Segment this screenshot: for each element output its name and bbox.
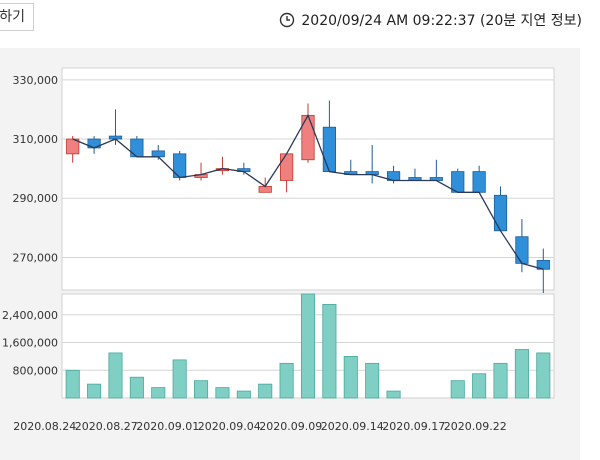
timestamp: 2020/09/24 AM 09:22:37 (20분 지연 정보) bbox=[279, 10, 582, 30]
date-tick-label: 2020.09.14 bbox=[321, 420, 384, 433]
candle-body bbox=[130, 138, 144, 158]
volume-bar bbox=[365, 362, 380, 399]
candle-body bbox=[322, 126, 336, 172]
date-tick-label: 2020.08.27 bbox=[75, 420, 138, 433]
volume-bar bbox=[172, 359, 187, 399]
candle-body bbox=[472, 171, 486, 193]
volume-bar bbox=[386, 390, 401, 399]
price-tick-label: 290,000 bbox=[13, 192, 59, 205]
stock-chart: 330,000 310,000 290,000 270,000 2,400,000 1,6… bbox=[2, 67, 555, 433]
volume-tick-label: 2,400,000 bbox=[2, 309, 58, 322]
date-tick-label: 2020.08.24 bbox=[13, 420, 76, 433]
volume-bar bbox=[322, 303, 337, 399]
price-tick-label: 310,000 bbox=[13, 133, 59, 146]
volume-bar bbox=[472, 373, 487, 399]
volume-bar bbox=[215, 387, 230, 399]
volume-tick-label: 1,600,000 bbox=[2, 337, 58, 350]
top-left-button[interactable]: 하기 bbox=[0, 3, 34, 31]
volume-bar bbox=[87, 383, 102, 399]
candle-body bbox=[280, 153, 294, 181]
date-tick-label: 2020.09.17 bbox=[382, 420, 445, 433]
volume-bar bbox=[129, 376, 144, 399]
date-tick-label: 2020.09.01 bbox=[136, 420, 199, 433]
volume-bar bbox=[151, 387, 166, 399]
price-tick-label: 270,000 bbox=[13, 251, 59, 264]
volume-bar bbox=[343, 355, 358, 399]
volume-bar bbox=[300, 293, 316, 399]
candle-body bbox=[515, 236, 529, 264]
candle-body bbox=[258, 185, 272, 193]
date-tick-label: 2020.09.09 bbox=[259, 420, 322, 433]
volume-bar bbox=[279, 362, 294, 399]
timestamp-text: 2020/09/24 AM 09:22:37 (20분 지연 정보) bbox=[301, 13, 582, 29]
volume-tick-label: 800,000 bbox=[13, 364, 59, 377]
price-tick-label: 330,000 bbox=[13, 74, 59, 87]
volume-bar bbox=[65, 369, 80, 399]
volume-bar bbox=[236, 390, 251, 399]
volume-bar bbox=[536, 352, 551, 399]
volume-bar bbox=[514, 349, 529, 399]
volume-bar bbox=[108, 352, 123, 399]
close-price-line bbox=[72, 113, 544, 270]
clock-icon bbox=[280, 12, 295, 28]
date-tick-label: 2020.09.22 bbox=[444, 420, 507, 433]
candle-body bbox=[151, 150, 165, 158]
volume-bar bbox=[450, 380, 465, 399]
date-tick-label: 2020.09.04 bbox=[198, 420, 261, 433]
volume-bar bbox=[493, 362, 508, 399]
volume-bar bbox=[194, 380, 209, 399]
volume-bar bbox=[258, 383, 273, 399]
candle-body bbox=[493, 194, 508, 232]
